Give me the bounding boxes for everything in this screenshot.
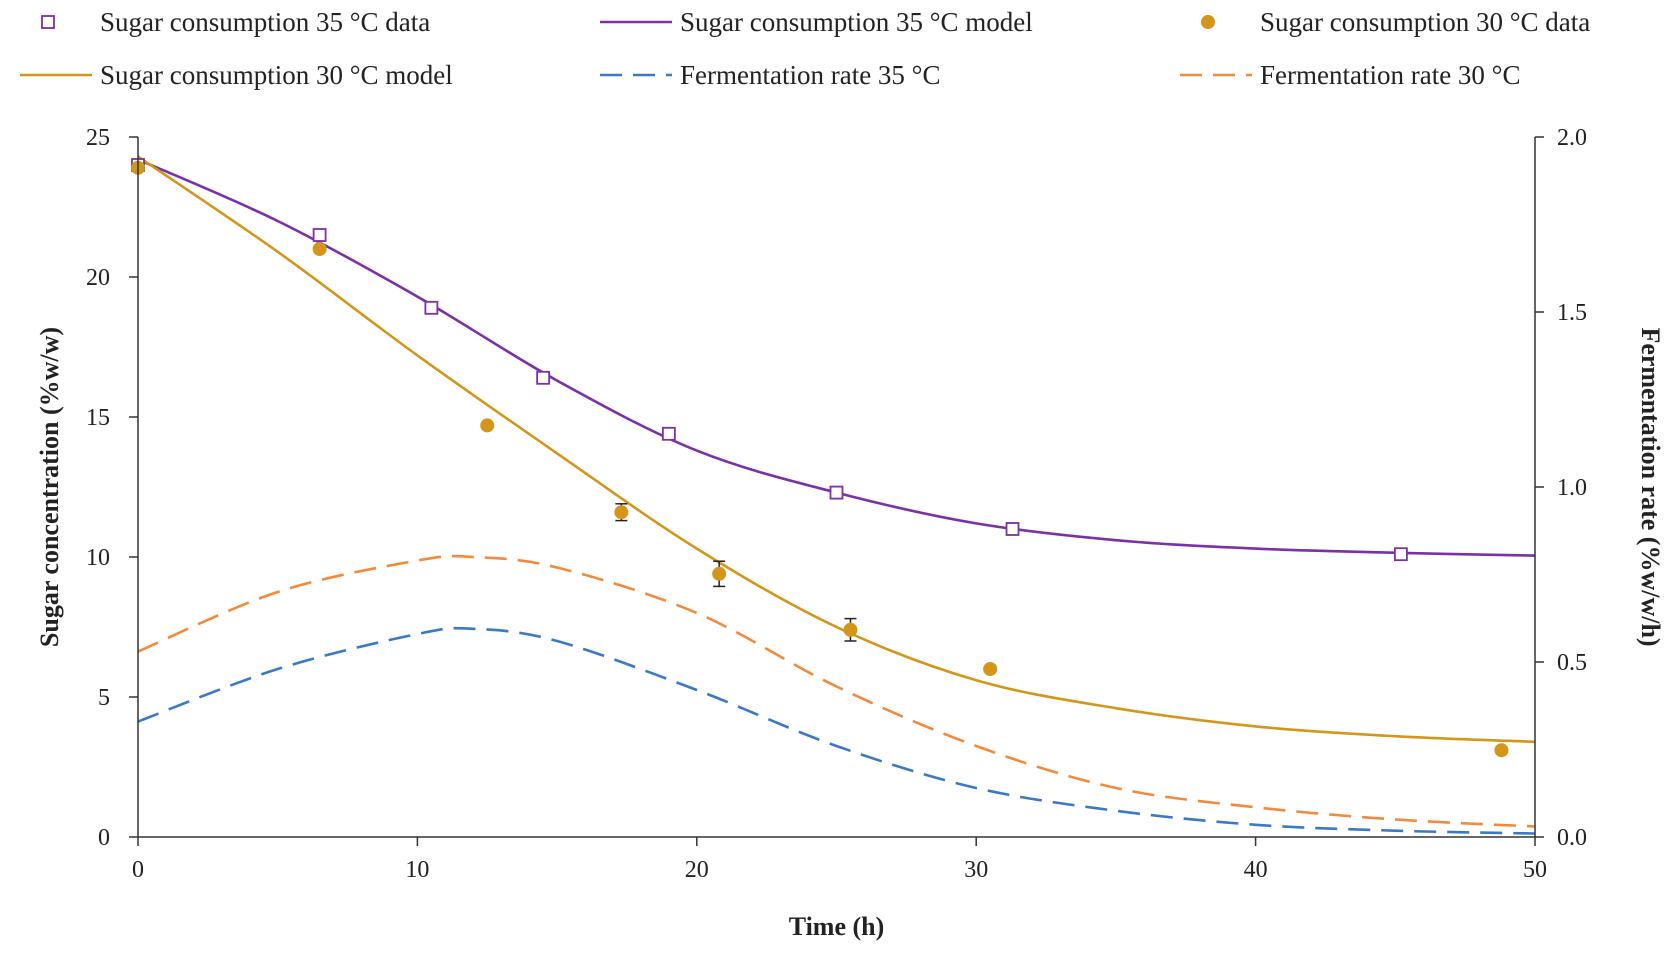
data-point	[1494, 743, 1509, 758]
series-3	[131, 160, 1509, 758]
data-point	[829, 485, 844, 500]
series-6	[137, 554, 1536, 828]
legend-label: Fermentation rate 35 °C	[680, 60, 940, 90]
series-line	[137, 554, 1536, 828]
legend-label: Sugar consumption 30 °C model	[100, 60, 453, 90]
legend-item: Fermentation rate 35 °C	[600, 60, 940, 90]
y2-tick-label: 2.0	[1557, 125, 1587, 151]
x-tick-label: 0	[132, 857, 144, 883]
data-point	[480, 418, 495, 433]
data-point	[843, 622, 858, 637]
legend-item: Sugar consumption 35 °C model	[600, 7, 1033, 37]
y-tick-label: 20	[86, 265, 110, 291]
x-ticks: 0 10 20 30 40 50	[132, 837, 1547, 883]
legend: Sugar consumption 35 °C data Sugar consum…	[20, 7, 1590, 90]
y-tick-label: 5	[98, 685, 110, 711]
x-axis-title: Time (h)	[789, 912, 885, 941]
series-1	[131, 158, 1408, 562]
legend-label: Sugar consumption 35 °C data	[100, 7, 430, 37]
data-point	[536, 370, 551, 385]
x-tick-label: 20	[685, 857, 709, 883]
y2-tick-label: 0.5	[1557, 650, 1587, 676]
y2-ticks: 0.0 0.5 1.0 1.5 2.0	[1535, 125, 1587, 851]
y-tick-label: 10	[86, 545, 110, 571]
series-line	[137, 158, 1536, 557]
y-axis-title: Sugar concentration (%w/w)	[35, 327, 64, 647]
x-tick-label: 40	[1244, 857, 1268, 883]
y-tick-label: 0	[98, 825, 110, 851]
y-tick-label: 25	[86, 125, 110, 151]
axes: 0 10 20 30 40 50 0 5 10 15 20 25 0.0 0.5 1.0 1.5 2.0	[86, 125, 1587, 883]
legend-label: Fermentation rate 30 °C	[1260, 60, 1520, 90]
legend-label: Sugar consumption 30 °C data	[1260, 7, 1590, 37]
series-2	[137, 158, 1536, 557]
y2-tick-label: 1.0	[1557, 475, 1587, 501]
data-point	[312, 242, 327, 256]
data-point	[1393, 547, 1408, 562]
legend-label: Sugar consumption 35 °C model	[680, 7, 1033, 37]
legend-item: Fermentation rate 30 °C	[1180, 60, 1520, 90]
data-point	[424, 300, 439, 315]
legend-marker	[41, 15, 55, 29]
y2-tick-label: 1.5	[1557, 300, 1587, 326]
x-tick-label: 50	[1523, 857, 1547, 883]
legend-item: Sugar consumption 30 °C data	[1201, 7, 1590, 37]
x-tick-label: 30	[964, 857, 988, 883]
legend-item: Sugar consumption 30 °C model	[20, 60, 453, 90]
data-point	[983, 662, 998, 676]
legend-marker	[1201, 15, 1215, 29]
y-ticks: 0 5 10 15 20 25	[86, 125, 138, 851]
series-5	[137, 626, 1536, 835]
data-point	[1005, 522, 1020, 536]
series-4	[137, 155, 1536, 744]
legend-item: Sugar consumption 35 °C data	[41, 7, 430, 37]
y2-axis-title: Fermentation rate (%w/w/h)	[1636, 327, 1665, 646]
data-point	[661, 426, 676, 441]
data-point	[614, 505, 629, 520]
data-point	[712, 566, 727, 581]
series-line	[137, 155, 1536, 744]
x-tick-label: 10	[405, 857, 429, 883]
y-tick-label: 15	[86, 405, 110, 431]
series-line	[137, 626, 1536, 835]
data-point	[312, 228, 327, 242]
y2-tick-label: 0.0	[1557, 825, 1587, 851]
series-layer	[131, 155, 1536, 835]
